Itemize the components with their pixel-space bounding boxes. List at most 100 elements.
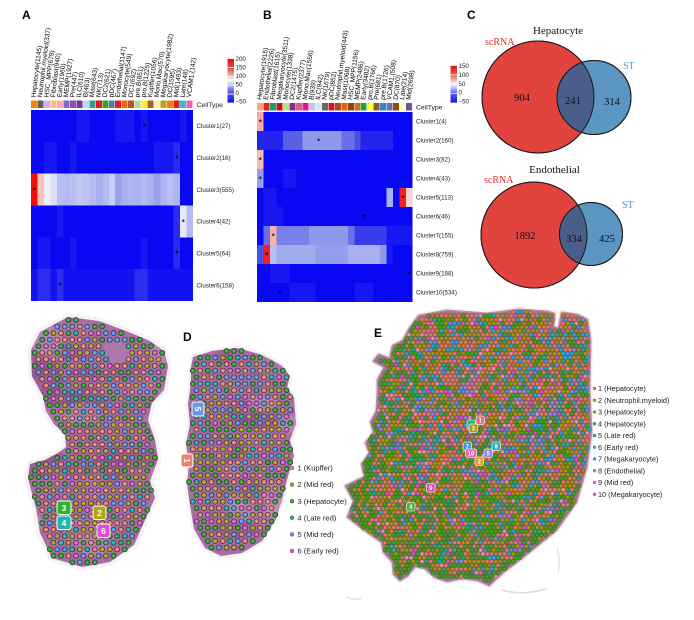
- svg-text:5: 5: [193, 407, 203, 412]
- svg-text:*: *: [258, 156, 262, 166]
- svg-text:pre.B(851): pre.B(851): [134, 66, 145, 98]
- svg-text:DC2(1475): DC2(1475): [289, 67, 300, 100]
- svg-text:50: 50: [236, 82, 243, 89]
- svg-text:pDC(852): pDC(852): [328, 71, 338, 100]
- svg-text:150: 150: [459, 63, 470, 70]
- svg-text:Early(1960): Early(1960): [56, 63, 67, 98]
- svg-text:MEMP(2486): MEMP(2486): [354, 61, 366, 100]
- svg-text:*: *: [401, 194, 405, 204]
- svg-text:CellType: CellType: [197, 102, 224, 109]
- svg-text:C: C: [467, 8, 476, 22]
- svg-text:ILC(942): ILC(942): [315, 74, 325, 100]
- svg-text:314: 314: [604, 97, 621, 108]
- svg-text:Mid(2699): Mid(2699): [406, 70, 417, 100]
- svg-text:*: *: [271, 232, 275, 242]
- svg-text:Cluster6(158): Cluster6(158): [197, 282, 235, 289]
- svg-text:scRNA: scRNA: [484, 175, 514, 186]
- svg-text:*: *: [317, 137, 321, 147]
- svg-text:100: 100: [236, 73, 247, 80]
- svg-text:4 (Late red): 4 (Late red): [298, 513, 337, 522]
- svg-text:*: *: [265, 251, 269, 261]
- svg-text:Late(214): Late(214): [399, 71, 409, 100]
- svg-text:1 (Kupffer): 1 (Kupffer): [298, 464, 334, 473]
- svg-text:1892: 1892: [515, 231, 536, 242]
- svg-text:Endothelial: Endothelial: [529, 164, 580, 176]
- svg-text:VCAM1.(142): VCAM1.(142): [186, 57, 198, 98]
- svg-text:pDC(467): pDC(467): [108, 69, 118, 98]
- svg-text:*: *: [175, 154, 179, 164]
- svg-text:Hepatocyte: Hepatocyte: [533, 25, 583, 37]
- svg-text:6 (Early red): 6 (Early red): [298, 547, 340, 556]
- svg-text:Cluster8(759): Cluster8(759): [416, 252, 454, 259]
- svg-text:A: A: [22, 8, 31, 22]
- svg-text:Cluster4(43): Cluster4(43): [416, 176, 450, 183]
- svg-text:Cluster10(534): Cluster10(534): [416, 290, 457, 297]
- svg-text:Mid(1493): Mid(1493): [173, 67, 184, 97]
- svg-text:Mast(643): Mast(643): [89, 67, 100, 97]
- svg-text:0: 0: [236, 90, 240, 97]
- svg-text:Cluster9(188): Cluster9(188): [416, 271, 454, 278]
- svg-text:0: 0: [459, 90, 463, 97]
- svg-text:5 (Mid red): 5 (Mid red): [298, 530, 335, 539]
- svg-text:Cluster7(155): Cluster7(155): [416, 233, 454, 240]
- svg-text:3 (Hepatocyte): 3 (Hepatocyte): [298, 497, 348, 506]
- svg-text:3: 3: [62, 503, 67, 513]
- svg-text:Cluster1(27): Cluster1(27): [197, 123, 231, 130]
- svg-text:VCAM1.(508): VCAM1.(508): [386, 60, 398, 101]
- svg-text:Cluster2(160): Cluster2(160): [416, 138, 454, 145]
- svg-text:*: *: [278, 289, 282, 299]
- svg-text:4: 4: [62, 518, 67, 528]
- svg-text:DC1(692): DC1(692): [128, 69, 138, 98]
- svg-text:scRNA: scRNA: [485, 37, 515, 48]
- svg-text:DC(1595): DC(1595): [167, 69, 177, 98]
- svg-text:1: 1: [182, 458, 192, 463]
- svg-text:−50: −50: [236, 99, 247, 106]
- svg-text:−50: −50: [459, 99, 470, 106]
- svg-text:Cluster4(42): Cluster4(42): [197, 219, 231, 226]
- svg-text:*: *: [32, 186, 36, 196]
- svg-text:Kupffer(2377): Kupffer(2377): [295, 59, 307, 100]
- svg-text:*: *: [362, 213, 366, 223]
- svg-text:425: 425: [599, 234, 615, 245]
- svg-text:DC2(621): DC2(621): [102, 69, 112, 98]
- svg-text:pre.B(1726): pre.B(1726): [380, 65, 391, 100]
- svg-text:ST: ST: [623, 61, 635, 72]
- svg-text:904: 904: [514, 93, 531, 104]
- svg-text:*: *: [143, 122, 147, 132]
- svg-text:Cluster1(4): Cluster1(4): [416, 119, 447, 126]
- svg-text:*: *: [258, 175, 262, 185]
- svg-text:Cluster3(555): Cluster3(555): [197, 187, 235, 194]
- svg-text:pro.B(1766): pro.B(1766): [367, 65, 378, 100]
- svg-text:pro.B(1225): pro.B(1225): [141, 62, 152, 97]
- svg-text:*: *: [258, 118, 262, 128]
- svg-text:2 (Mid red): 2 (Mid red): [298, 480, 335, 489]
- svg-text:NK(1679): NK(1679): [321, 71, 331, 100]
- svg-text:Kupffer(1056): Kupffer(1056): [147, 57, 159, 98]
- svg-text:Late(148): Late(148): [179, 69, 189, 98]
- svg-text:Cluster3(82): Cluster3(82): [416, 157, 450, 164]
- svg-text:*: *: [408, 270, 412, 280]
- svg-text:Mast(1068): Mast(1068): [341, 66, 352, 100]
- svg-text:B(463): B(463): [82, 77, 91, 98]
- svg-text:ILC(610): ILC(610): [76, 71, 86, 97]
- svg-text:Early(3482): Early(3482): [360, 66, 371, 101]
- svg-text:241: 241: [565, 96, 581, 107]
- svg-text:Cluster5(64): Cluster5(64): [197, 250, 231, 257]
- svg-text:DC(870): DC(870): [393, 75, 403, 101]
- svg-text:Cluster5(113): Cluster5(113): [416, 195, 453, 202]
- svg-text:E: E: [374, 326, 382, 340]
- svg-text:2: 2: [97, 508, 102, 518]
- svg-text:B: B: [263, 8, 272, 22]
- svg-text:*: *: [175, 249, 179, 259]
- svg-text:50: 50: [459, 81, 466, 88]
- svg-text:Pre(681): Pre(681): [373, 74, 383, 100]
- svg-text:200: 200: [236, 56, 247, 63]
- svg-text:6: 6: [101, 526, 106, 536]
- svg-text:NK(713): NK(713): [95, 73, 105, 98]
- svg-text:Pre(447): Pre(447): [69, 71, 79, 97]
- svg-text:Cluster2(16): Cluster2(16): [197, 155, 231, 162]
- svg-text:*: *: [182, 217, 186, 227]
- svg-text:Cluster6(46): Cluster6(46): [416, 214, 450, 221]
- svg-text:B(939): B(939): [308, 80, 317, 101]
- svg-text:150: 150: [236, 65, 247, 72]
